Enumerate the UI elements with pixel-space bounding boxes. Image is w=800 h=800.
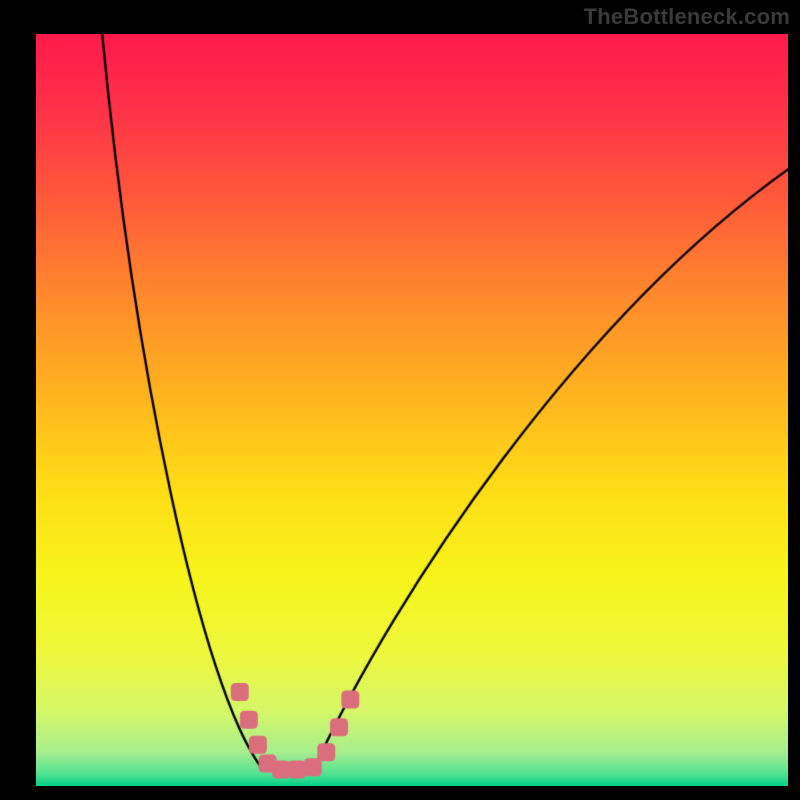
stage: TheBottleneck.com: [0, 0, 800, 800]
bottleneck-chart: [36, 34, 788, 786]
watermark-text: TheBottleneck.com: [584, 4, 790, 30]
